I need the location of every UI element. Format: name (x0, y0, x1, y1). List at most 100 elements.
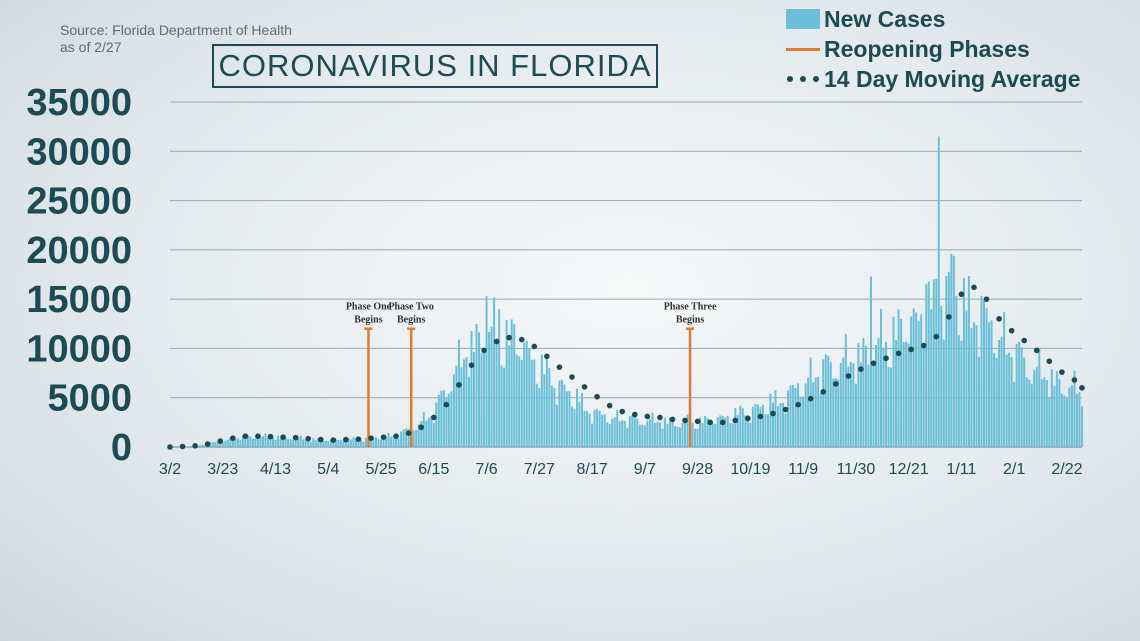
new-cases-bar (523, 342, 526, 447)
new-cases-bar (972, 322, 975, 447)
new-cases-bar (897, 309, 900, 447)
x-tick-label: 9/7 (634, 461, 656, 478)
new-cases-bar (769, 393, 772, 447)
new-cases-bar (965, 310, 968, 447)
new-cases-bar (382, 434, 385, 447)
new-cases-bar (701, 422, 704, 447)
new-cases-bar (895, 340, 898, 447)
new-cases-bar (199, 445, 202, 447)
new-cases-bar (656, 421, 659, 447)
new-cases-bar (490, 326, 493, 447)
new-cases-bar (832, 378, 835, 447)
new-cases-bar (603, 414, 606, 447)
y-tick-label: 25000 (26, 181, 132, 223)
moving-average-dot (732, 417, 739, 424)
new-cases-bar (274, 439, 277, 447)
new-cases-bar (317, 438, 320, 447)
new-cases-bar (241, 435, 244, 447)
moving-average-dot (1071, 377, 1078, 383)
legend-item-new-cases: New Cases (786, 4, 1081, 34)
new-cases-bar (289, 439, 292, 447)
new-cases-bar (679, 427, 682, 447)
new-cases-bar (1003, 312, 1006, 447)
x-tick-label: 2/1 (1003, 461, 1025, 478)
legend: New Cases Reopening Phases 14 Day Moving… (786, 4, 1081, 94)
new-cases-bar (822, 359, 825, 447)
new-cases-bar (397, 438, 400, 447)
new-cases-bar (364, 437, 367, 447)
moving-average-dot (255, 433, 261, 439)
moving-average-dot (996, 316, 1002, 322)
moving-average-dot (317, 436, 324, 443)
new-cases-bar (844, 334, 847, 447)
new-cases-bar (880, 308, 883, 447)
new-cases-bar (244, 435, 247, 447)
phase-label: Begins (676, 315, 704, 326)
new-cases-bar (447, 393, 450, 447)
new-cases-bar (500, 365, 503, 447)
new-cases-bar (224, 440, 227, 447)
y-axis-ticks: 0 5000 10000 15000 20000 25000 30000 35000 (26, 82, 132, 469)
new-cases-bar (915, 312, 918, 447)
new-cases-bar (824, 354, 827, 447)
moving-average-dot (368, 435, 374, 441)
new-cases-bar (505, 319, 508, 447)
moving-average-dot (807, 395, 814, 402)
moving-average-dot (267, 433, 274, 440)
new-cases-bar (1075, 393, 1078, 447)
new-cases-bar (272, 437, 275, 447)
source-note: Source: Florida Department of Health as … (60, 22, 292, 56)
new-cases-bar (724, 417, 727, 447)
new-cases-bar (754, 404, 757, 447)
new-cases-bar (937, 136, 940, 447)
new-cases-bar (764, 414, 767, 447)
moving-average-dot (946, 314, 952, 320)
moving-average-dot (292, 434, 299, 441)
new-cases-bar (988, 322, 991, 447)
moving-average-dot (594, 393, 600, 400)
new-cases-bar (231, 439, 234, 447)
new-cases-bar (586, 411, 589, 447)
new-cases-bar (259, 436, 262, 447)
new-cases-bar (457, 339, 460, 447)
new-cases-bar (608, 423, 611, 447)
new-cases-bar (380, 439, 383, 447)
new-cases-bar (787, 390, 790, 447)
new-cases-bar (319, 439, 322, 447)
new-cases-bar (779, 403, 782, 447)
y-tick-label: 20000 (26, 230, 132, 272)
new-cases-bar (312, 438, 315, 447)
new-cases-bar (495, 341, 498, 447)
new-cases-bar (214, 442, 217, 447)
new-cases-bar (990, 320, 993, 447)
new-cases-bar (716, 417, 719, 447)
new-cases-bar (1070, 385, 1073, 447)
new-cases-bar (704, 415, 707, 447)
new-cases-bar (766, 414, 769, 447)
new-cases-bar (983, 300, 986, 447)
new-cases-bar (377, 439, 380, 447)
new-cases-bar (935, 279, 938, 447)
new-cases-bar (731, 423, 734, 447)
x-tick-label: 7/6 (475, 461, 497, 478)
new-cases-bar (533, 359, 536, 447)
new-cases-bar (540, 354, 543, 447)
new-cases-bar (576, 388, 579, 447)
new-cases-bar (952, 255, 955, 447)
new-cases-bar (1025, 377, 1028, 447)
new-cases-bar (211, 442, 214, 447)
new-cases-bar (839, 362, 842, 447)
new-cases-bar (1068, 387, 1071, 447)
new-cases-bar (354, 438, 357, 447)
dots-swatch-icon (786, 67, 820, 91)
new-cases-bar (475, 324, 478, 447)
new-cases-bar (887, 366, 890, 447)
new-cases-bar (462, 359, 465, 447)
moving-average-dot (644, 413, 651, 420)
new-cases-bar (342, 441, 345, 447)
new-cases-bar (236, 438, 239, 447)
new-cases-bar (633, 415, 636, 447)
new-cases-bar (299, 435, 302, 447)
new-cases-bar (352, 437, 355, 447)
phase-label: Phase Two (388, 302, 433, 313)
